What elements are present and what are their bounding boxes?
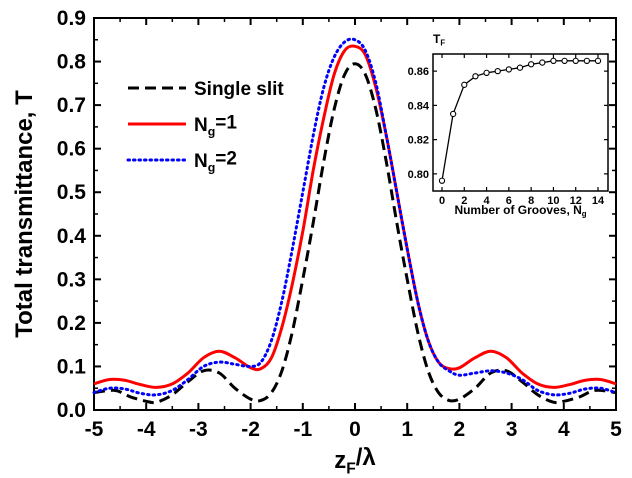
inset-data-point bbox=[539, 59, 546, 66]
inset-x-tick-label: 14 bbox=[592, 195, 605, 207]
inset-y-tick-label: 0.84 bbox=[408, 100, 430, 112]
y-tick-label: 0.6 bbox=[57, 138, 86, 161]
inset-data-point bbox=[572, 57, 579, 64]
x-tick-label: -3 bbox=[189, 418, 208, 441]
series-line-2 bbox=[93, 44, 617, 389]
inset-x-axis-title: Number of Grooves, Ng bbox=[454, 203, 586, 219]
inset-data-point bbox=[516, 64, 524, 71]
x-tick-label: -1 bbox=[293, 418, 312, 441]
legend-label-3: Ng=2 bbox=[194, 149, 237, 175]
inset-data-point bbox=[505, 66, 513, 73]
x-tick-label: 1 bbox=[401, 418, 413, 441]
inset-x-tick-label: 12 bbox=[570, 195, 582, 207]
inset-title: TF bbox=[433, 32, 445, 48]
x-tick-label: 3 bbox=[506, 418, 518, 441]
y-tick-label: 0.7 bbox=[57, 94, 86, 117]
inset-x-tick-label: 4 bbox=[484, 195, 491, 207]
y-tick-label: 0.9 bbox=[57, 7, 86, 30]
inset-x-tick-label: 6 bbox=[506, 195, 512, 207]
series-line-3 bbox=[92, 37, 618, 397]
x-tick-label: -4 bbox=[137, 418, 156, 441]
inset-data-point bbox=[583, 57, 591, 64]
inset-x-tick-label: 2 bbox=[461, 195, 467, 207]
x-tick-label: -5 bbox=[85, 418, 104, 441]
x-tick-label: 5 bbox=[610, 418, 622, 441]
inset-plot: 0 2 4 6 8 10 12 14 0.80 0.82 0.84 0.86 Number of Gro… bbox=[408, 32, 609, 219]
y-tick-label: 0.5 bbox=[57, 181, 87, 204]
x-tick-label: -2 bbox=[241, 418, 260, 441]
y-tick-label: 0.8 bbox=[57, 51, 87, 74]
legend-label-2: Ng=1 bbox=[194, 113, 237, 139]
y-tick-label: 0.4 bbox=[57, 225, 87, 248]
series-line-1 bbox=[93, 62, 617, 405]
legend-label-1: Single slit bbox=[194, 79, 284, 100]
y-tick-label: 0.2 bbox=[57, 312, 86, 335]
inset-y-tick-label: 0.86 bbox=[408, 66, 429, 78]
inset-y-tick-label: 0.80 bbox=[408, 169, 429, 181]
inset-y-tick-label: 0.82 bbox=[408, 135, 429, 147]
x-axis-title: zF/λ bbox=[334, 444, 376, 477]
inset-x-tick-label: 0 bbox=[439, 195, 445, 207]
inset-data-point bbox=[594, 57, 602, 64]
inset-data-point bbox=[561, 57, 568, 64]
y-axis-title: Total transmittance, T bbox=[11, 90, 38, 338]
y-tick-label: 0.0 bbox=[57, 399, 86, 422]
inset-x-tick-label: 8 bbox=[528, 195, 534, 207]
inset-data-point bbox=[527, 61, 535, 68]
inset-x-tick-label: 10 bbox=[547, 195, 559, 207]
y-tick-label: 0.3 bbox=[57, 268, 86, 291]
legend: Single slit Ng=1 Ng=2 bbox=[126, 79, 284, 175]
y-tick-label: 0.1 bbox=[57, 355, 87, 378]
inset-frame bbox=[432, 53, 609, 192]
inset-data-point bbox=[472, 73, 479, 80]
inset-data-point bbox=[483, 69, 490, 76]
main-series-group bbox=[92, 37, 618, 405]
inset-data-point bbox=[461, 81, 468, 88]
x-tick-label: 2 bbox=[454, 418, 466, 441]
main-axis-ticks: -5 -4 -3 -2 -1 0 1 2 3 4 50.00.10.20.30.40.50.60.7… bbox=[11, 7, 622, 477]
inset-data-point bbox=[449, 110, 457, 118]
x-tick-label: 4 bbox=[558, 418, 570, 441]
inset-data-point bbox=[550, 57, 557, 64]
x-tick-label: 0 bbox=[349, 418, 361, 441]
inset-data-point bbox=[438, 177, 446, 184]
inset-data-point bbox=[494, 67, 501, 75]
